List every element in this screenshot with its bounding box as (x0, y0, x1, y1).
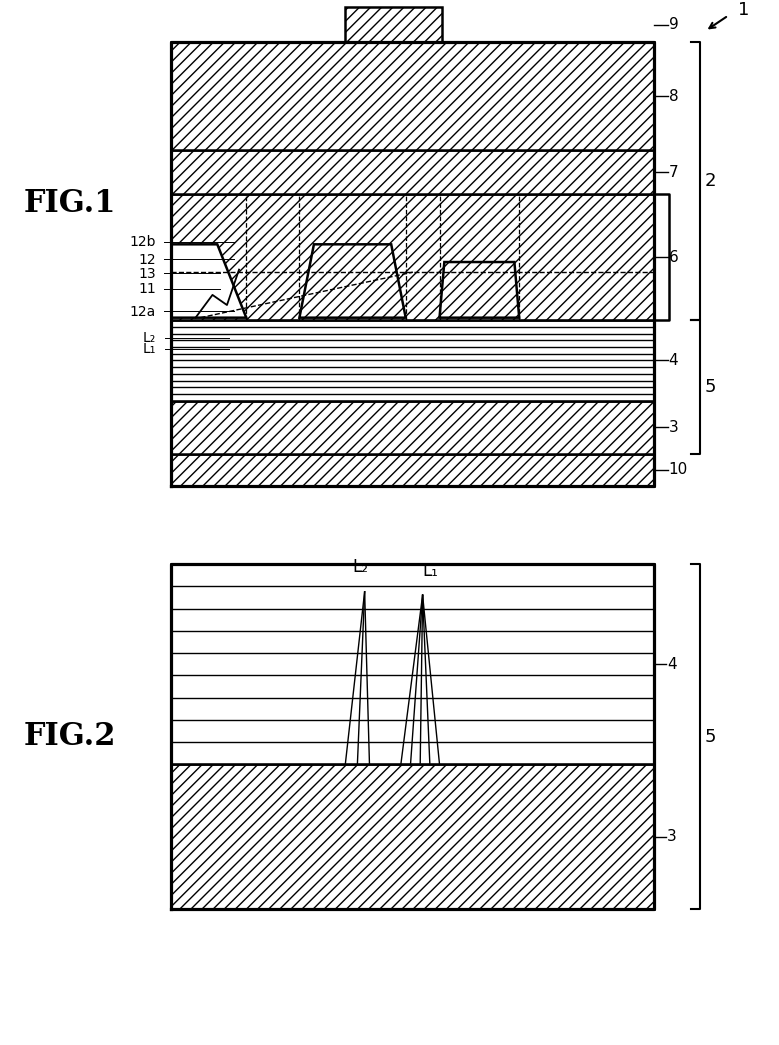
Text: 12b: 12b (129, 235, 156, 249)
Text: L₁: L₁ (422, 561, 439, 580)
Bar (171, 764, 654, 909)
Text: 5: 5 (704, 727, 716, 746)
Text: 7: 7 (668, 165, 679, 180)
Bar (171, 401, 654, 454)
Text: 3: 3 (668, 420, 679, 435)
Text: 8: 8 (668, 89, 679, 103)
Text: 13: 13 (138, 266, 156, 281)
Text: 4: 4 (668, 353, 679, 368)
Text: FIG.1: FIG.1 (23, 188, 116, 219)
Bar (171, 564, 654, 764)
Text: 1: 1 (738, 1, 749, 20)
Text: 2: 2 (704, 172, 716, 190)
Text: 12a: 12a (129, 304, 156, 319)
Text: 12: 12 (138, 253, 156, 266)
Bar (171, 42, 654, 150)
Bar (171, 194, 654, 321)
Bar (171, 321, 654, 401)
Text: 4: 4 (667, 657, 677, 672)
Polygon shape (299, 245, 406, 318)
Polygon shape (171, 245, 246, 318)
Text: L₂: L₂ (353, 558, 368, 576)
Text: L₁: L₁ (143, 343, 156, 356)
Text: 3: 3 (667, 830, 677, 844)
Bar (345, 7, 442, 42)
Text: 10: 10 (668, 462, 688, 478)
Text: 11: 11 (138, 282, 156, 296)
Bar (171, 454, 654, 486)
Text: FIG.2: FIG.2 (23, 721, 116, 752)
Polygon shape (439, 262, 519, 318)
Text: L₂: L₂ (143, 331, 156, 345)
Text: 6: 6 (668, 250, 679, 264)
Text: 5: 5 (704, 378, 716, 396)
Text: 9: 9 (668, 18, 679, 32)
Bar (171, 150, 654, 194)
